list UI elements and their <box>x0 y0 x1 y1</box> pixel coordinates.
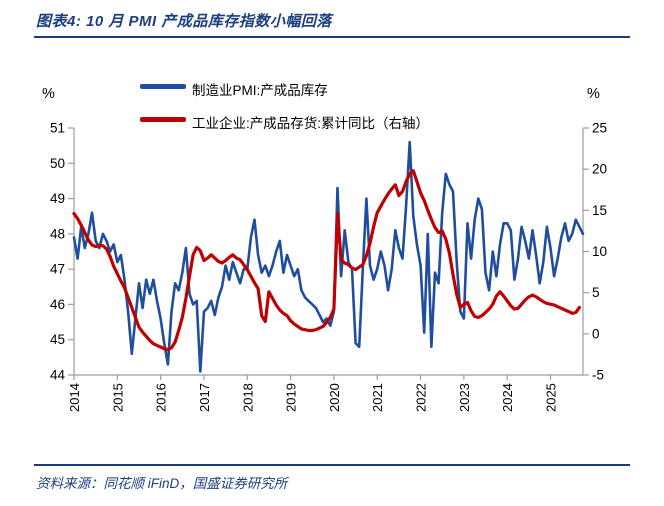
left-axis-tick-label: 46 <box>50 297 65 312</box>
left-axis-tick-label: 48 <box>50 226 65 241</box>
x-axis-tick-label: 2022 <box>414 383 429 412</box>
left-axis-tick-label: 44 <box>50 368 66 383</box>
right-axis-tick-label: 10 <box>592 244 607 259</box>
left-axis-tick-label: 50 <box>50 156 65 171</box>
legend-label-pmi: 制造业PMI:产成品库存 <box>192 83 328 98</box>
footer-divider <box>34 464 630 467</box>
right-axis-tick-label: -5 <box>592 368 604 383</box>
title-divider <box>34 36 630 39</box>
source-note: 资料来源：同花顺 iFinD，国盛证券研究所 <box>36 476 288 491</box>
right-axis-tick-label: 25 <box>592 121 607 136</box>
right-axis-tick-label: 0 <box>592 326 600 341</box>
industrial-inventory-yoy-line <box>72 169 582 352</box>
x-axis-tick-label: 2017 <box>197 383 212 412</box>
right-axis-tick-label: 5 <box>592 285 600 300</box>
x-axis-tick-label: 2018 <box>240 383 255 412</box>
x-axis-tick-label: 2015 <box>110 383 125 412</box>
right-axis-tick-label: 20 <box>592 162 607 177</box>
left-axis-tick-label: 51 <box>50 121 65 136</box>
x-axis-tick-label: 2024 <box>500 383 515 412</box>
right-axis-unit: % <box>587 86 600 102</box>
legend-label-inventory: 工业企业:产成品存货:累计同比（右轴） <box>192 116 430 131</box>
legend-line-swatch-inventory <box>140 117 186 122</box>
x-axis-tick-label: 2014 <box>67 383 82 412</box>
left-axis-tick-label: 49 <box>50 191 65 206</box>
x-axis-tick-label: 2016 <box>154 383 169 412</box>
x-axis-tick-label: 2023 <box>457 383 472 412</box>
figure-title: 图表4: 10 月 PMI 产成品库存指数小幅回落 <box>36 13 332 30</box>
left-axis-tick-label: 45 <box>50 332 65 347</box>
left-axis-tick-label: 47 <box>50 262 65 277</box>
left-axis-unit: % <box>42 86 55 102</box>
x-axis-tick-label: 2019 <box>284 383 299 412</box>
right-axis-tick-label: 15 <box>592 203 607 218</box>
pmi-inventory-line <box>72 140 585 373</box>
legend-line-swatch-pmi <box>140 84 186 89</box>
x-axis-tick-label: 2021 <box>370 383 385 412</box>
x-axis-tick-label: 2020 <box>327 383 342 412</box>
x-axis-tick-label: 2025 <box>544 383 559 412</box>
